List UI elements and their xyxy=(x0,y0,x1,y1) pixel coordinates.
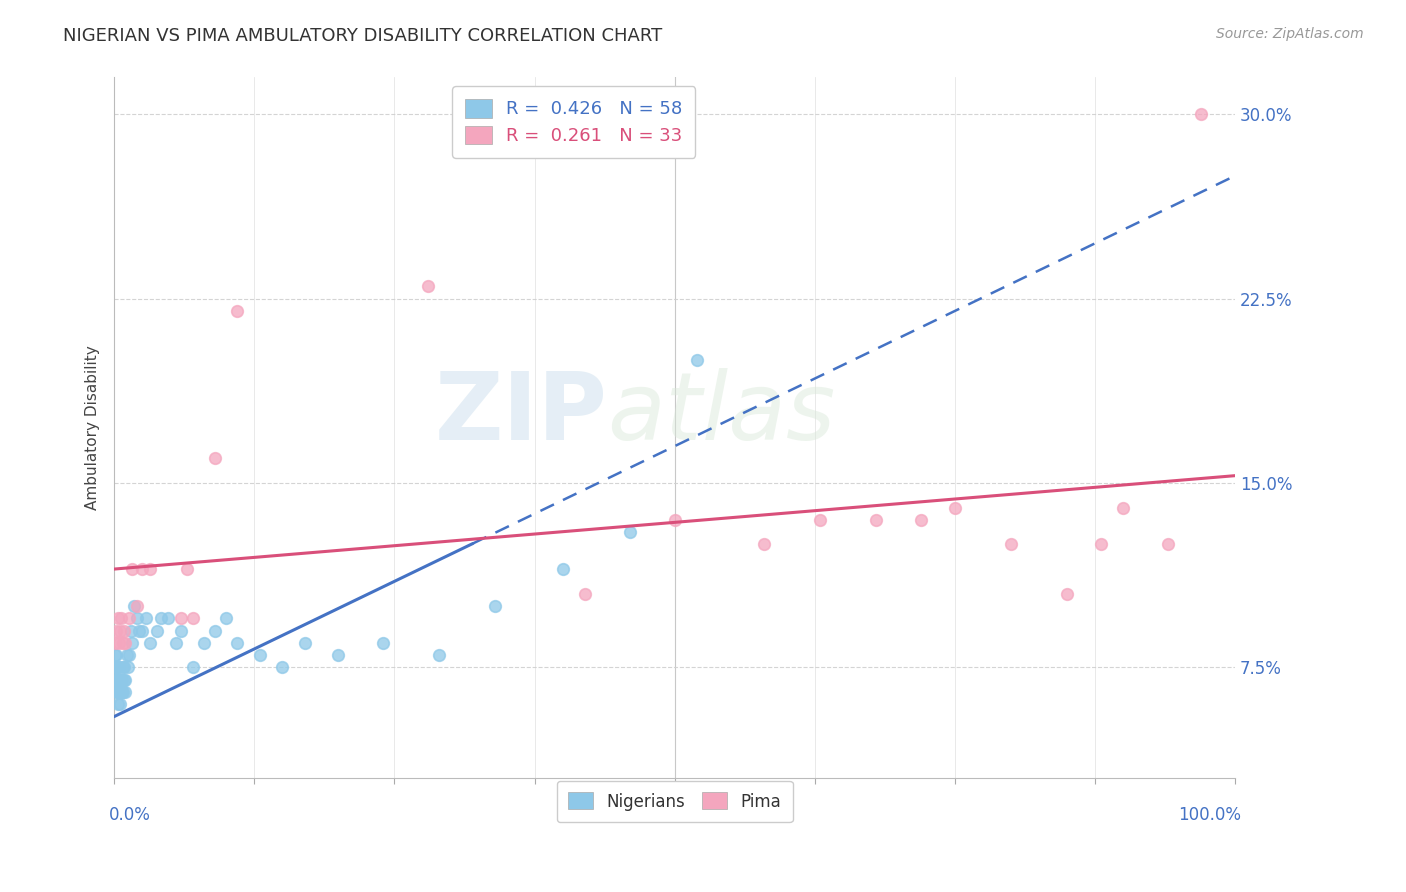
Point xyxy=(943,500,966,515)
Point xyxy=(128,624,150,638)
Text: atlas: atlas xyxy=(607,368,835,459)
Point xyxy=(664,513,686,527)
Point xyxy=(105,648,128,662)
Point xyxy=(271,660,294,674)
Point xyxy=(865,513,887,527)
Y-axis label: Ambulatory Disability: Ambulatory Disability xyxy=(86,345,100,510)
Point xyxy=(150,611,173,625)
Point xyxy=(156,611,179,625)
Point xyxy=(193,636,215,650)
Point xyxy=(124,599,146,613)
Text: NIGERIAN VS PIMA AMBULATORY DISABILITY CORRELATION CHART: NIGERIAN VS PIMA AMBULATORY DISABILITY C… xyxy=(63,27,662,45)
Point xyxy=(112,660,135,674)
Point xyxy=(104,636,127,650)
Point xyxy=(111,673,134,687)
Point xyxy=(108,624,131,638)
Point xyxy=(328,648,350,662)
Point xyxy=(1056,587,1078,601)
Point xyxy=(754,537,776,551)
Point xyxy=(226,304,249,318)
Point xyxy=(131,562,153,576)
Text: 0.0%: 0.0% xyxy=(108,806,150,824)
Point xyxy=(107,685,129,699)
Point xyxy=(105,673,128,687)
Point xyxy=(170,611,193,625)
Point xyxy=(686,353,709,368)
Point xyxy=(121,562,143,576)
Point xyxy=(108,685,131,699)
Legend: Nigerians, Pima: Nigerians, Pima xyxy=(557,780,793,822)
Point xyxy=(114,636,136,650)
Point xyxy=(112,673,135,687)
Point xyxy=(107,685,129,699)
Point xyxy=(104,673,127,687)
Point xyxy=(108,673,131,687)
Point xyxy=(125,599,148,613)
Point xyxy=(112,685,135,699)
Point xyxy=(139,562,162,576)
Point xyxy=(131,624,153,638)
Point xyxy=(107,673,129,687)
Point xyxy=(808,513,831,527)
Point xyxy=(226,636,249,650)
Point xyxy=(176,562,198,576)
Point xyxy=(373,636,395,650)
Point xyxy=(110,611,132,625)
Point xyxy=(1000,537,1022,551)
Point xyxy=(204,451,226,466)
Point xyxy=(181,660,204,674)
Point xyxy=(1112,500,1135,515)
Point xyxy=(108,698,131,712)
Point xyxy=(551,562,574,576)
Point xyxy=(105,624,128,638)
Text: Source: ZipAtlas.com: Source: ZipAtlas.com xyxy=(1216,27,1364,41)
Point xyxy=(107,673,129,687)
Point xyxy=(1157,537,1180,551)
Point xyxy=(110,685,132,699)
Point xyxy=(120,624,142,638)
Point xyxy=(104,660,127,674)
Point xyxy=(427,648,450,662)
Point xyxy=(107,660,129,674)
Point xyxy=(416,279,439,293)
Point xyxy=(619,525,641,540)
Point xyxy=(121,636,143,650)
Point xyxy=(910,513,932,527)
Point xyxy=(112,624,135,638)
Point xyxy=(249,648,271,662)
Point xyxy=(114,685,136,699)
Text: ZIP: ZIP xyxy=(434,368,607,459)
Point xyxy=(112,636,135,650)
Point xyxy=(165,636,187,650)
Point xyxy=(112,660,135,674)
Point xyxy=(118,611,141,625)
Point xyxy=(125,611,148,625)
Point xyxy=(204,624,226,638)
Point xyxy=(114,673,136,687)
Point xyxy=(215,611,238,625)
Point xyxy=(146,624,169,638)
Point xyxy=(135,611,157,625)
Point xyxy=(484,599,506,613)
Point xyxy=(111,685,134,699)
Point xyxy=(1191,107,1213,121)
Point xyxy=(115,648,138,662)
Point xyxy=(117,660,139,674)
Point xyxy=(170,624,193,638)
Point xyxy=(107,636,129,650)
Point xyxy=(294,636,316,650)
Point xyxy=(181,611,204,625)
Point xyxy=(105,660,128,674)
Point xyxy=(139,636,162,650)
Point xyxy=(107,660,129,674)
Point xyxy=(104,648,127,662)
Text: 100.0%: 100.0% xyxy=(1178,806,1240,824)
Point xyxy=(574,587,596,601)
Point xyxy=(107,698,129,712)
Point xyxy=(107,611,129,625)
Point xyxy=(1090,537,1112,551)
Point xyxy=(118,648,141,662)
Point xyxy=(105,685,128,699)
Point xyxy=(110,673,132,687)
